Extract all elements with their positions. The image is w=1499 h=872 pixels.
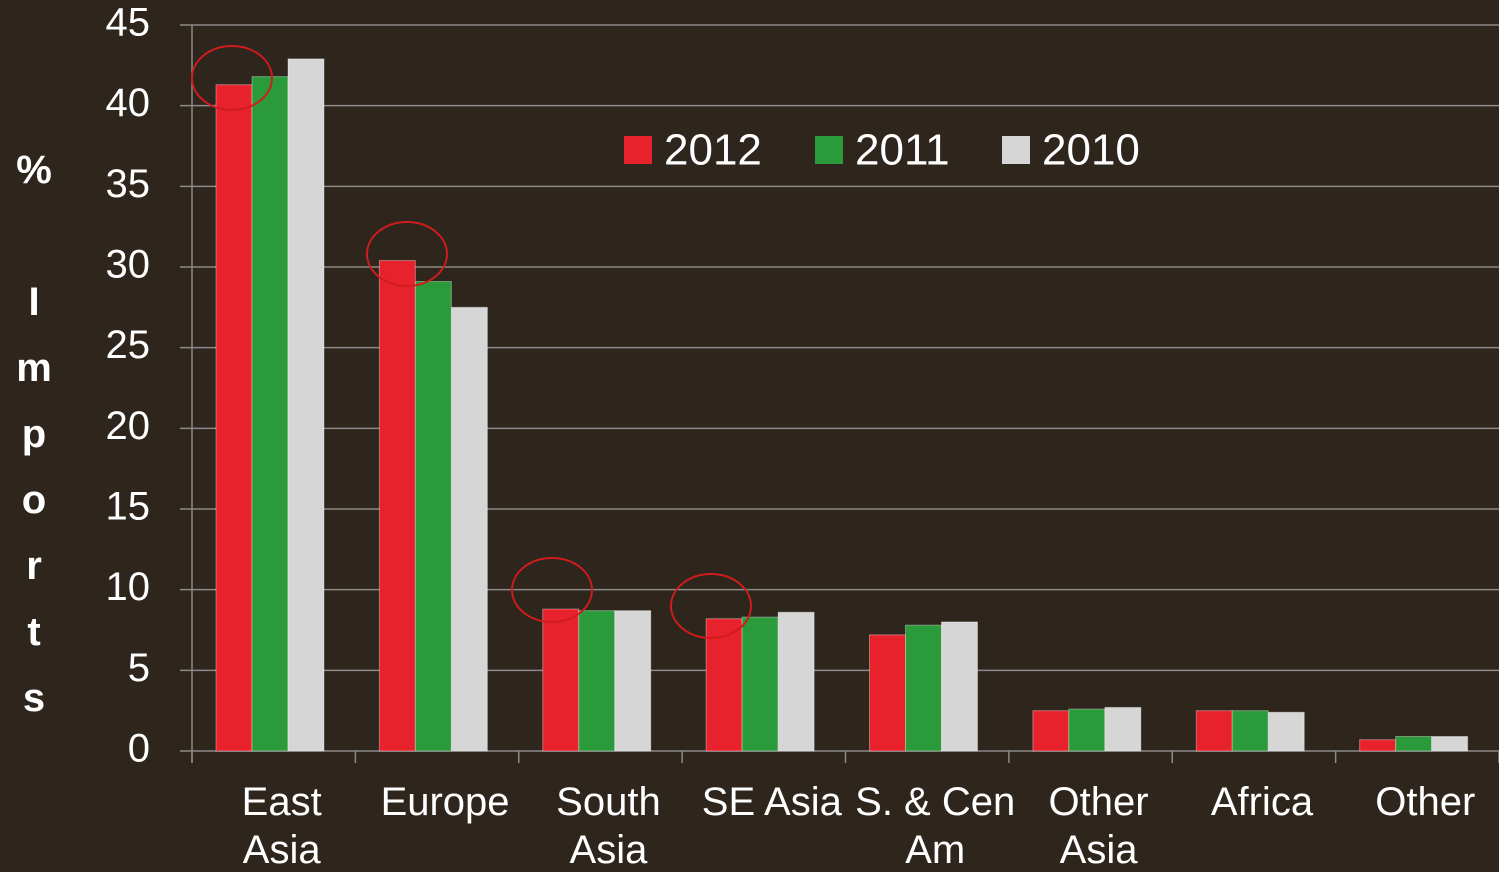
bar: [941, 621, 978, 752]
y-tick-label: 25: [106, 323, 151, 367]
bar: [869, 634, 906, 752]
highlight-circle: [191, 45, 273, 111]
highlight-circle: [670, 573, 752, 639]
bar: [450, 306, 488, 752]
highlight-circle: [511, 557, 593, 623]
x-tick-label: Other: [1375, 780, 1476, 824]
bar: [542, 608, 580, 752]
x-tick-label: Europe: [380, 780, 510, 824]
y-tick-label: 0: [128, 727, 150, 771]
legend-item: 2010: [1002, 126, 1140, 175]
bar: [251, 76, 289, 752]
bar: [1431, 735, 1469, 752]
legend-swatch: [815, 136, 843, 164]
bar: [1395, 735, 1433, 752]
legend-label: 2011: [855, 126, 950, 175]
legend-label: 2012: [664, 126, 762, 175]
bar: [414, 281, 452, 752]
y-tick-label: 35: [106, 162, 151, 206]
legend-swatch: [1002, 136, 1030, 164]
x-tick-label: S. & Cen Am: [855, 780, 1016, 872]
annotation-circles: [191, 45, 752, 639]
highlight-circle: [366, 221, 448, 287]
bar: [1359, 739, 1397, 752]
x-tick-label: Africa: [1210, 780, 1314, 824]
y-tick-label: 45: [106, 1, 151, 45]
y-tick-label: 5: [128, 646, 150, 690]
bar: [1195, 710, 1233, 752]
bar: [1231, 710, 1269, 752]
x-tick-label: East Asia: [241, 780, 322, 872]
bar: [1267, 711, 1305, 752]
bar: [1068, 708, 1106, 752]
legend-label: 2010: [1042, 126, 1140, 175]
x-tick-label: South Asia: [556, 780, 661, 872]
bar: [1032, 710, 1070, 752]
bar: [287, 58, 325, 752]
y-tick-label: 15: [106, 485, 151, 529]
legend-item: 2011: [815, 126, 950, 175]
bar: [1104, 706, 1142, 752]
bar: [905, 624, 942, 752]
bar: [215, 84, 253, 752]
bar: [777, 611, 815, 752]
y-tick-label: 40: [106, 81, 151, 125]
x-tick-label: SE Asia: [701, 780, 842, 824]
y-tick-label: 30: [106, 243, 151, 287]
legend-swatch: [624, 136, 652, 164]
bar: [741, 616, 779, 752]
y-axis-label: % Imports: [12, 148, 56, 742]
y-tick-label: 20: [106, 404, 151, 448]
y-tick-label: 10: [106, 565, 151, 609]
bar: [705, 618, 743, 752]
x-tick-label: Other Asia: [1048, 780, 1149, 872]
bar: [614, 610, 652, 752]
bar: [378, 260, 416, 752]
bar: [578, 610, 616, 752]
legend-item: 2012: [624, 126, 762, 175]
